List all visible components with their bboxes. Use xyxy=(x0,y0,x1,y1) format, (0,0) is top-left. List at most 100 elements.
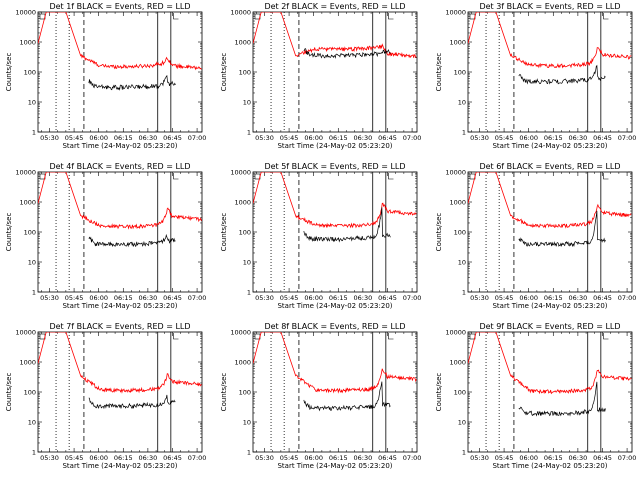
x-tick-label: 06:00 xyxy=(519,134,538,142)
x-tick-label: 06:00 xyxy=(89,454,108,462)
panel-title: Det 3f BLACK = Events, RED = LLD xyxy=(479,2,620,11)
series-lld-line xyxy=(38,12,202,71)
x-tick-label: 06:00 xyxy=(89,294,108,302)
x-tick-label: 06:15 xyxy=(114,294,133,302)
x-tick-label: 06:45 xyxy=(378,134,397,142)
x-tick-label: 06:00 xyxy=(519,454,538,462)
x-tick-label: 06:30 xyxy=(354,454,373,462)
x-tick-label: 05:30 xyxy=(40,294,59,302)
panel-5: Det 5f BLACK = Events, RED = LLD 1 10 100 10… xyxy=(220,162,421,310)
series-events-line xyxy=(518,381,606,417)
series-lld-line xyxy=(38,332,202,394)
series-events-line xyxy=(303,207,391,243)
y-tick-label: 10000 xyxy=(230,9,251,17)
x-tick-label: 06:00 xyxy=(304,134,323,142)
y-tick-label: 1 xyxy=(247,289,251,297)
corner-glyph xyxy=(388,173,394,180)
y-axis-label: Counts/sec xyxy=(435,53,443,92)
x-tick-label: 05:30 xyxy=(470,134,489,142)
x-tick-label: 05:30 xyxy=(40,134,59,142)
x-tick-label: 07:00 xyxy=(403,294,422,302)
x-tick-label: 05:45 xyxy=(280,454,299,462)
x-tick-label: 05:30 xyxy=(255,454,274,462)
y-tick-label: 1 xyxy=(32,449,36,457)
x-tick-label: 05:45 xyxy=(65,134,84,142)
x-tick-label: 06:30 xyxy=(139,454,158,462)
x-tick-label: 06:45 xyxy=(593,454,612,462)
panel-title: Det 6f BLACK = Events, RED = LLD xyxy=(479,162,620,171)
y-tick-label: 10 xyxy=(28,259,36,267)
panel-title: Det 8f BLACK = Events, RED = LLD xyxy=(264,322,405,331)
plot-frame xyxy=(467,171,633,293)
panel-4: Det 4f BLACK = Events, RED = LLD 1 10 100 10… xyxy=(5,162,206,310)
x-tick-label: 06:00 xyxy=(519,294,538,302)
x-tick-label: 06:45 xyxy=(593,294,612,302)
corner-glyph xyxy=(173,333,179,340)
plot-frame xyxy=(37,171,203,293)
x-tick-label: 06:45 xyxy=(163,134,182,142)
x-tick-label: 05:30 xyxy=(255,134,274,142)
y-tick-label: 10000 xyxy=(15,329,36,337)
x-tick-label: 06:30 xyxy=(569,294,588,302)
x-tick-label: 06:15 xyxy=(329,134,348,142)
series-events-line xyxy=(88,394,176,410)
y-tick-label: 1 xyxy=(32,129,36,137)
x-tick-label: 07:00 xyxy=(403,454,422,462)
x-tick-label: 06:15 xyxy=(114,134,133,142)
series-events-line xyxy=(518,210,606,248)
x-tick-label: 05:30 xyxy=(40,454,59,462)
y-tick-label: 10000 xyxy=(230,329,251,337)
x-tick-label: 06:45 xyxy=(163,294,182,302)
x-tick-label: 06:30 xyxy=(569,134,588,142)
y-tick-label: 1 xyxy=(462,449,466,457)
y-tick-label: 100 xyxy=(454,69,466,77)
panel-8: Det 8f BLACK = Events, RED = LLD 1 10 100 10… xyxy=(220,322,421,470)
x-tick-label: 06:30 xyxy=(354,134,373,142)
y-tick-label: 10 xyxy=(243,259,251,267)
panel-title: Det 4f BLACK = Events, RED = LLD xyxy=(49,162,190,171)
x-axis-label: Start Time (24-May-02 05:23:20) xyxy=(62,302,177,310)
corner-glyph xyxy=(173,13,179,20)
panel-3: Det 3f BLACK = Events, RED = LLD 1 10 100 10… xyxy=(435,2,636,150)
y-tick-label: 1000 xyxy=(234,39,251,47)
x-tick-label: 06:15 xyxy=(114,454,133,462)
x-tick-label: 06:30 xyxy=(354,294,373,302)
x-tick-label: 06:15 xyxy=(544,454,563,462)
panel-6: Det 6f BLACK = Events, RED = LLD 1 10 100 10… xyxy=(435,162,636,310)
corner-glyph xyxy=(603,333,609,340)
x-tick-label: 05:45 xyxy=(495,454,514,462)
x-tick-label: 06:00 xyxy=(89,134,108,142)
panel-title: Det 5f BLACK = Events, RED = LLD xyxy=(264,162,405,171)
y-tick-label: 1 xyxy=(32,289,36,297)
x-tick-label: 06:30 xyxy=(569,454,588,462)
x-tick-label: 06:45 xyxy=(593,134,612,142)
y-axis-label: Counts/sec xyxy=(5,213,13,252)
y-tick-label: 100 xyxy=(239,69,251,77)
series-lld-line xyxy=(253,172,417,229)
y-tick-label: 100 xyxy=(24,229,36,237)
y-axis-label: Counts/sec xyxy=(220,53,228,92)
plot-frame xyxy=(252,171,418,293)
x-tick-label: 06:15 xyxy=(544,134,563,142)
x-tick-label: 06:00 xyxy=(304,294,323,302)
y-tick-label: 1 xyxy=(247,449,251,457)
panel-9: Det 9f BLACK = Events, RED = LLD 1 10 100 10… xyxy=(435,322,636,470)
y-tick-label: 1 xyxy=(462,289,466,297)
x-tick-label: 06:30 xyxy=(139,134,158,142)
x-axis-label: Start Time (24-May-02 05:23:20) xyxy=(277,142,392,150)
y-tick-label: 1000 xyxy=(19,359,36,367)
y-tick-label: 1000 xyxy=(19,39,36,47)
y-tick-label: 100 xyxy=(454,389,466,397)
panel-1: Det 1f BLACK = Events, RED = LLD 1 10 100 10… xyxy=(5,2,206,150)
x-tick-label: 06:30 xyxy=(139,294,158,302)
y-tick-label: 10 xyxy=(28,419,36,427)
y-tick-label: 1000 xyxy=(449,199,466,207)
series-lld-line xyxy=(253,332,417,394)
series-lld-line xyxy=(468,12,632,69)
panel-7: Det 7f BLACK = Events, RED = LLD 1 10 100 10… xyxy=(5,322,206,470)
y-axis-label: Counts/sec xyxy=(5,53,13,92)
y-tick-label: 1000 xyxy=(449,359,466,367)
plot-frame xyxy=(252,331,418,453)
x-tick-label: 06:45 xyxy=(163,454,182,462)
series-events-line xyxy=(88,233,176,248)
